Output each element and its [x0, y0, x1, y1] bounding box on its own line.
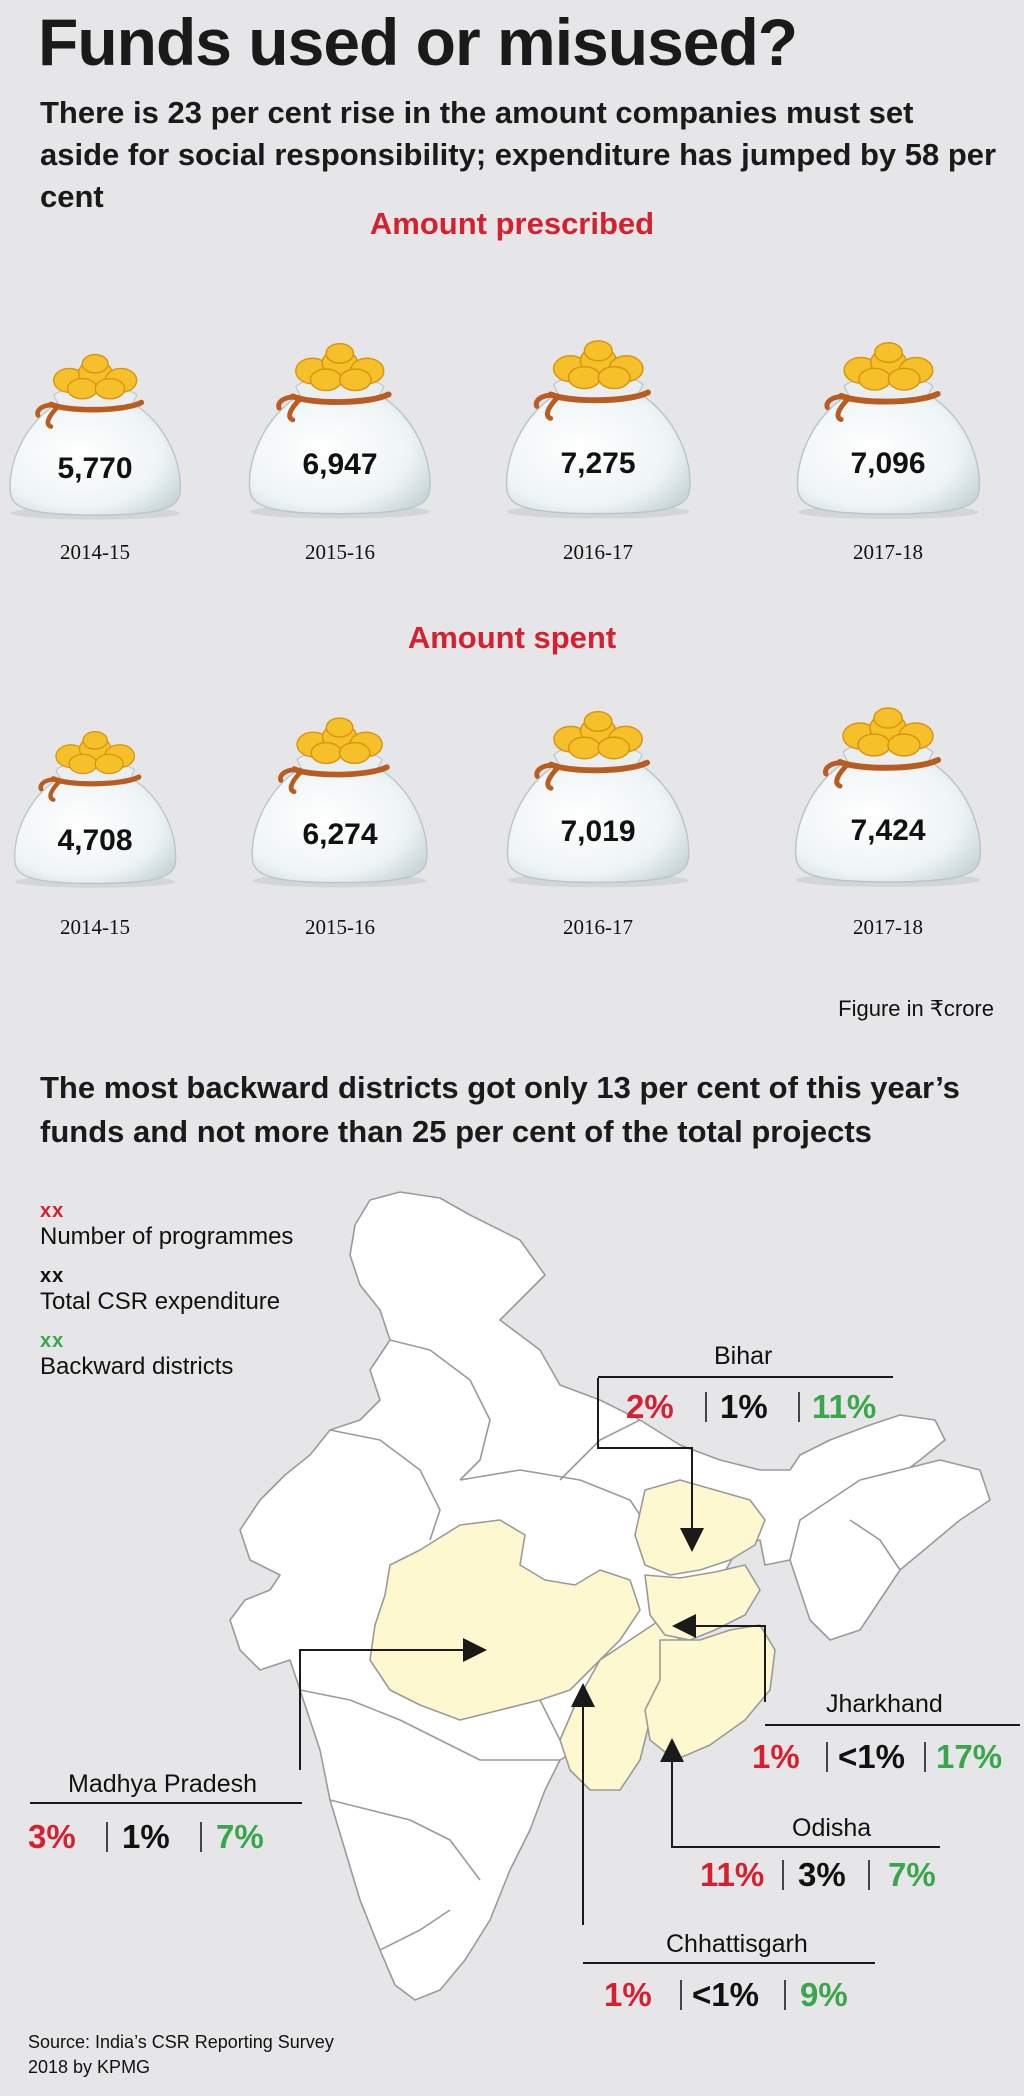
category-label: 2017-18 [788, 915, 988, 940]
mp-expenditure: 1% [122, 1818, 170, 1856]
money-bag: 7,019 [500, 694, 696, 890]
divider [826, 1742, 828, 1772]
category-label: 2014-15 [0, 540, 195, 565]
odisha-programmes: 11% [700, 1856, 764, 1894]
value-label: 6,947 [242, 448, 438, 482]
page-title: Funds used or misused? [38, 4, 797, 80]
chart-prescribed: 5,770 2014-15 6,947 2015-16 7,275 2016-17 7,09… [0, 250, 1024, 580]
chhattisgarh-programmes: 1% [604, 1976, 652, 2014]
divider [784, 1980, 786, 2010]
jharkhand-programmes: 1% [752, 1738, 800, 1776]
category-label: 2016-17 [498, 540, 698, 565]
money-bag-icon [790, 325, 987, 522]
money-bag: 7,275 [499, 323, 698, 522]
category-label: 2014-15 [0, 915, 195, 940]
money-bag: 7,096 [790, 325, 987, 522]
money-bag-icon [3, 338, 187, 522]
chart-spent: 4,708 2014-15 6,274 2015-16 7,019 2016-17 7,42… [0, 665, 1024, 965]
category-label: 2016-17 [498, 915, 698, 940]
subtitle: There is 23 per cent rise in the amount … [40, 92, 1000, 218]
money-bag-icon [500, 694, 696, 890]
odisha-backward: 7% [888, 1856, 936, 1894]
divider [106, 1822, 108, 1852]
divider [798, 1392, 800, 1422]
value-label: 7,424 [788, 814, 988, 848]
chart-title-spent: Amount spent [0, 620, 1024, 656]
category-label: 2017-18 [788, 540, 988, 565]
callout-line [598, 1376, 893, 1378]
state-name-jharkhand: Jharkhand [826, 1690, 943, 1719]
value-label: 4,708 [8, 824, 182, 858]
value-label: 6,274 [245, 818, 434, 852]
odisha-expenditure: 3% [798, 1856, 846, 1894]
money-bag: 7,424 [788, 690, 988, 890]
chhattisgarh-expenditure: <1% [692, 1976, 759, 2014]
money-bag-icon [242, 326, 438, 522]
money-bag-icon [499, 323, 698, 522]
category-label: 2015-16 [240, 915, 440, 940]
chhattisgarh-backward: 9% [800, 1976, 848, 2014]
chart-title-prescribed: Amount prescribed [0, 206, 1024, 242]
state-name-chhattisgarh: Chhattisgarh [666, 1930, 808, 1959]
value-label: 5,770 [3, 452, 187, 486]
money-bag: 5,770 [3, 338, 187, 522]
callout-line [672, 1846, 940, 1848]
map-heading: The most backward districts got only 13 … [40, 1066, 1000, 1154]
divider [705, 1392, 707, 1422]
money-bag-icon [8, 716, 182, 890]
jharkhand-backward: 17% [936, 1738, 1002, 1776]
unit-note: Figure in ₹crore [838, 996, 994, 1022]
money-bag: 6,947 [242, 326, 438, 522]
callout-line [30, 1802, 302, 1804]
source-note: Source: India’s CSR Reporting Survey 201… [28, 2030, 368, 2080]
divider [680, 1980, 682, 2010]
mp-backward: 7% [216, 1818, 264, 1856]
value-label: 7,096 [790, 447, 987, 481]
jharkhand-expenditure: <1% [838, 1738, 905, 1776]
mp-programmes: 3% [28, 1818, 76, 1856]
state-name-madhya-pradesh: Madhya Pradesh [68, 1770, 257, 1799]
divider [200, 1822, 202, 1852]
divider [782, 1860, 784, 1890]
value-label: 7,019 [500, 815, 696, 849]
divider [868, 1860, 870, 1890]
state-name-bihar: Bihar [714, 1342, 772, 1371]
state-name-odisha: Odisha [792, 1814, 871, 1843]
india-map [0, 1175, 1024, 2035]
money-bag-icon [245, 701, 434, 890]
bihar-programmes: 2% [626, 1388, 674, 1426]
value-label: 7,275 [499, 447, 698, 481]
divider [924, 1742, 926, 1772]
callout-line [765, 1724, 1020, 1726]
category-label: 2015-16 [240, 540, 440, 565]
callout-line [583, 1962, 875, 1964]
bihar-backward: 11% [812, 1388, 876, 1426]
money-bag-icon [788, 690, 988, 890]
money-bag: 4,708 [8, 716, 182, 890]
bihar-expenditure: 1% [720, 1388, 768, 1426]
money-bag: 6,274 [245, 701, 434, 890]
